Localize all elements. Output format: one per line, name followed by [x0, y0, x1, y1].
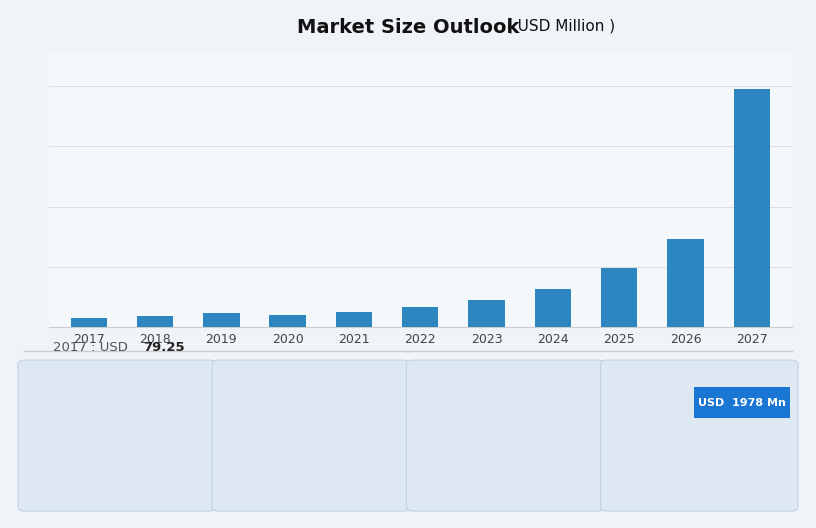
Text: Market size
growth: Market size growth [697, 421, 761, 445]
Bar [667, 239, 703, 327]
Text: 2017 : USD: 2017 : USD [53, 341, 136, 354]
Bar [254, 403, 260, 433]
Bar [601, 268, 637, 327]
Bar [660, 406, 684, 457]
Text: ( USD Million ): ( USD Million ) [503, 18, 615, 33]
Text: Growth Momentum: Growth Momentum [423, 452, 528, 463]
Text: CAGR 2022-2027: CAGR 2022-2027 [228, 452, 322, 463]
Bar [37, 419, 43, 433]
Bar [468, 299, 505, 327]
Bar [71, 395, 78, 433]
Text: Year-over-Year
growth rate of 2023: Year-over-Year growth rate of 2023 [34, 452, 143, 476]
Text: ACCELERATING: ACCELERATING [483, 398, 595, 411]
Bar [265, 395, 272, 433]
Bar [734, 89, 770, 327]
Bar [203, 313, 240, 327]
Text: USD  1978 Mn: USD 1978 Mn [698, 398, 786, 408]
Bar [660, 457, 684, 494]
Bar [402, 307, 438, 327]
Bar [620, 457, 644, 494]
Text: 79.25: 79.25 [143, 341, 184, 354]
Bar [70, 318, 107, 327]
Bar [335, 312, 372, 327]
Bar [534, 289, 571, 327]
Bar [137, 316, 173, 327]
Bar [269, 315, 306, 327]
Bar [231, 419, 237, 433]
Bar [60, 403, 66, 433]
Bar [242, 411, 249, 433]
Text: 59.08%: 59.08% [285, 395, 354, 413]
Text: Market Size Outlook: Market Size Outlook [297, 18, 519, 37]
Bar [48, 411, 55, 433]
Text: 56.67%: 56.67% [91, 395, 160, 413]
